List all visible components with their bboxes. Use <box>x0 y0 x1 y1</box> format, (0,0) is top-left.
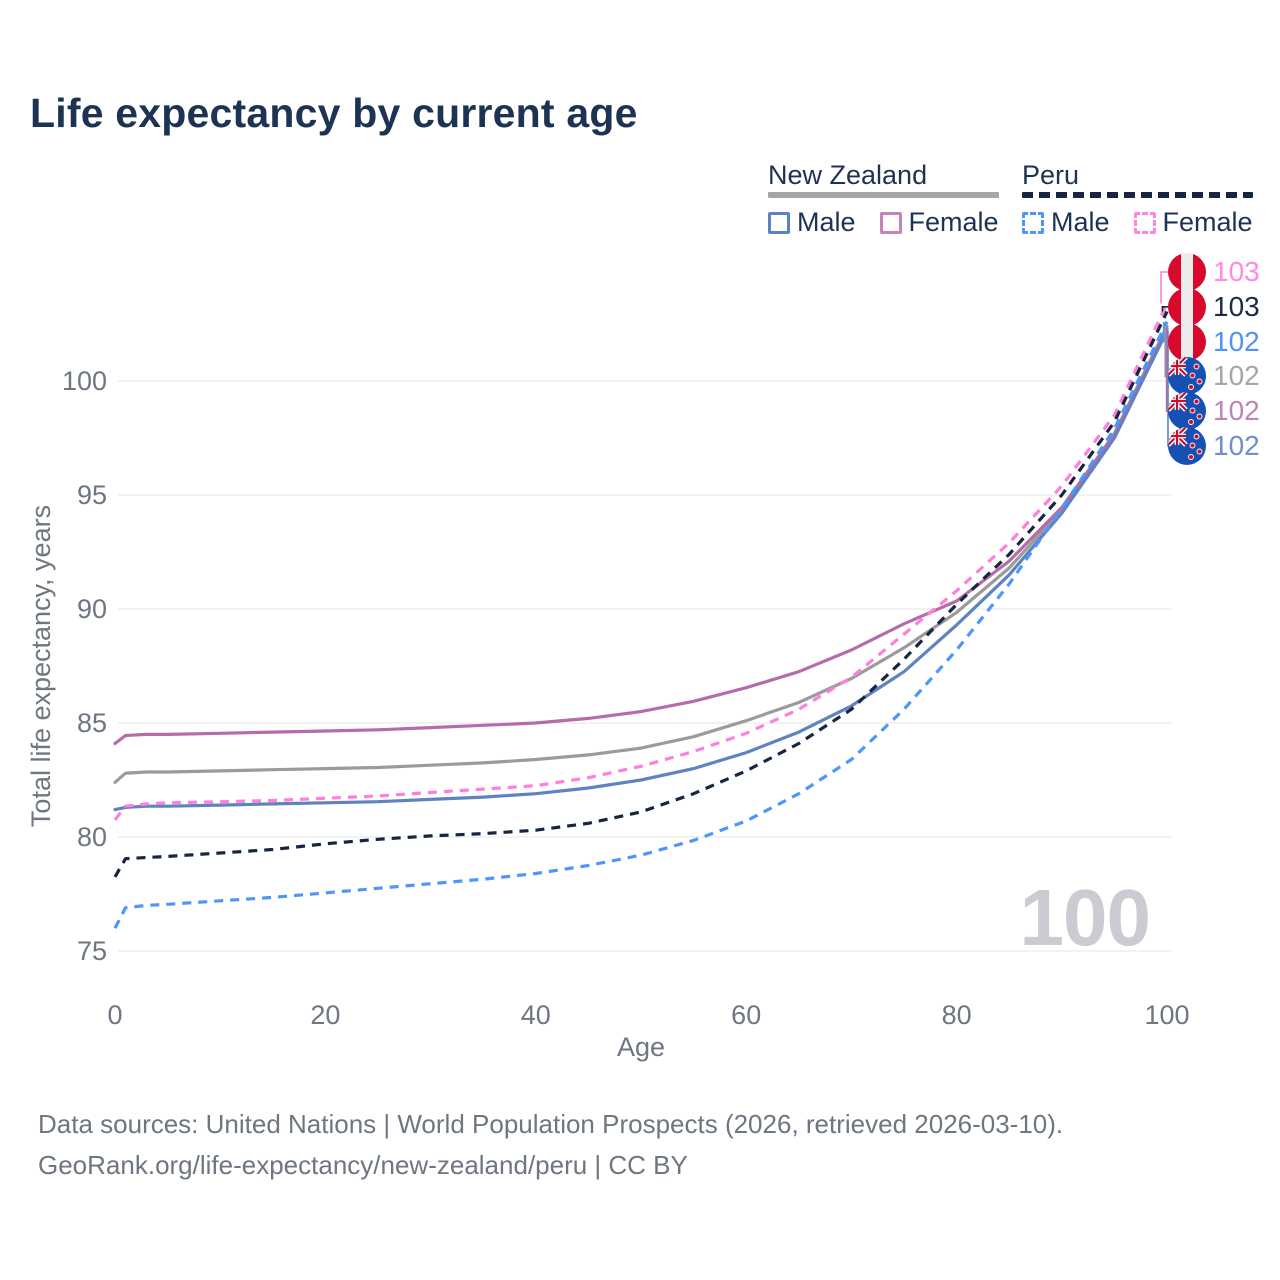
series-line-peru-both <box>113 310 1169 878</box>
x-tick-label: 60 <box>731 1000 761 1030</box>
legend-country-peru[interactable]: Peru <box>1022 160 1080 190</box>
y-tick-label: 80 <box>77 822 107 852</box>
y-tick-label: 95 <box>77 480 107 510</box>
end-label-leader-peru-both <box>1161 306 1170 312</box>
legend-underline-solid <box>768 192 999 198</box>
footer-attribution: GeoRank.org/life-expectancy/new-zealand/… <box>38 1150 688 1180</box>
legend-country-new-zealand[interactable]: New Zealand <box>768 160 928 190</box>
series-line-nz-both <box>113 324 1169 784</box>
legend-item-nz-male[interactable]: Male <box>768 207 856 238</box>
series-line-nz-male <box>113 329 1169 812</box>
legend-underline-dashed <box>1022 192 1253 198</box>
x-tick-label: 100 <box>1144 1000 1189 1030</box>
footer-data-sources: Data sources: United Nations | World Pop… <box>38 1109 1064 1139</box>
legend-item-label: Male <box>797 207 856 237</box>
x-axis-title: Age <box>617 1032 665 1062</box>
series-line-peru-female <box>113 302 1169 821</box>
page-title: Life expectancy by current age <box>30 90 638 136</box>
legend-item-nz-female[interactable]: Female <box>879 207 999 238</box>
y-tick-label: 85 <box>77 708 107 738</box>
legend-item-label: Male <box>1051 207 1110 237</box>
legend-group-new-zealand: New Zealand Male Female <box>768 160 999 238</box>
checkbox-peru-male[interactable] <box>1022 211 1044 234</box>
x-tick-label: 20 <box>310 1000 340 1030</box>
checkbox-nz-male[interactable] <box>768 211 790 234</box>
legend-item-label: Female <box>908 207 999 237</box>
checkbox-nz-female[interactable] <box>879 211 902 234</box>
y-tick-label: 75 <box>77 936 107 966</box>
x-tick-label: 80 <box>942 1000 972 1030</box>
legend-item-peru-female[interactable]: Female <box>1133 207 1253 238</box>
y-tick-label: 100 <box>62 366 107 396</box>
x-tick-label: 40 <box>521 1000 551 1030</box>
series-line-peru-male <box>113 320 1169 929</box>
y-axis-title: Total life expectancy, years <box>26 505 56 827</box>
footer: Data sources: United Nations | World Pop… <box>38 1104 1063 1186</box>
legend-group-peru: Peru Male Female <box>1022 160 1253 238</box>
end-label-leader-peru-female <box>1160 271 1170 304</box>
series-line-nz-female <box>113 327 1169 746</box>
legend-item-label: Female <box>1162 207 1253 237</box>
y-tick-label: 90 <box>77 594 107 624</box>
checkbox-peru-female[interactable] <box>1133 211 1156 234</box>
x-tick-label: 0 <box>107 1000 122 1030</box>
legend-item-peru-male[interactable]: Male <box>1022 207 1110 238</box>
age-counter-watermark: 100 <box>1019 873 1151 962</box>
end-label-leader-nz-male <box>1167 330 1170 447</box>
